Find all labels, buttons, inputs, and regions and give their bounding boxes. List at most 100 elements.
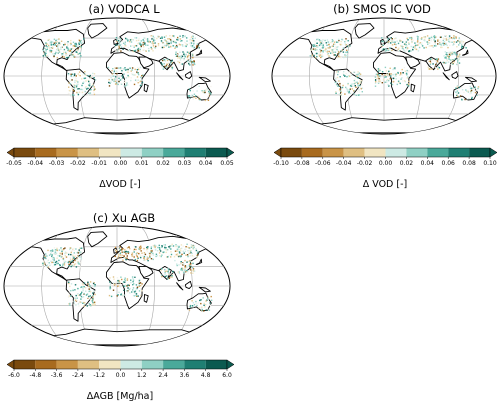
data-pixel [114,255,116,258]
data-pixel [161,36,163,38]
data-pixel [71,56,73,58]
data-pixel [327,52,329,55]
panel-a-title: (a) VODCA L [88,2,160,16]
data-pixel [184,36,186,38]
data-pixel [186,51,189,53]
data-pixel [191,39,193,41]
data-pixel [449,36,452,39]
data-pixel [394,67,396,69]
data-pixel [187,270,190,272]
data-pixel [131,291,133,293]
data-pixel [434,66,436,69]
data-pixel [437,58,440,60]
data-pixel [205,89,207,91]
data-pixel [377,68,380,70]
data-pixel [449,41,451,43]
data-pixel [193,270,196,272]
data-pixel [333,41,336,43]
data-pixel [432,46,434,48]
colorbar-segment [35,360,57,369]
data-pixel [457,55,459,58]
data-pixel [457,58,459,60]
data-pixel [112,289,115,291]
data-pixel [77,255,79,257]
data-pixel [209,303,211,305]
data-pixel [91,300,93,302]
data-pixel [187,255,189,258]
data-pixel [178,264,180,266]
data-pixel [176,38,178,41]
data-pixel [324,47,326,49]
data-pixel [170,248,172,250]
data-pixel [134,49,137,52]
data-pixel [390,37,392,39]
data-pixel [178,246,180,248]
data-pixel [191,300,193,302]
data-pixel [79,256,82,258]
data-pixel [391,44,394,46]
data-pixel [121,78,123,80]
data-pixel [122,259,124,261]
data-pixel [93,89,95,91]
data-pixel [171,274,173,276]
data-pixel [143,255,146,258]
data-pixel [74,297,77,299]
data-pixel [72,45,74,47]
data-pixel [387,38,389,40]
data-pixel [335,77,337,79]
data-pixel [309,55,311,57]
data-pixel [151,35,153,37]
continent-outline [198,76,211,83]
data-pixel [337,38,340,41]
data-pixel [75,45,77,47]
data-pixel [76,49,78,51]
data-pixel [381,82,383,84]
data-pixel [119,41,121,43]
continent-outline [138,265,154,278]
data-pixel [50,47,52,49]
data-pixel [189,249,191,252]
data-pixel [78,42,80,44]
data-pixel [60,40,63,42]
data-pixel [65,52,67,55]
data-pixel [453,37,456,40]
colorbar-extend-max [226,359,235,370]
data-pixel [401,74,403,76]
data-pixel [142,42,144,45]
data-pixel [45,253,47,255]
data-pixel [90,89,92,91]
data-pixel [453,37,455,39]
data-pixel [192,305,194,308]
data-pixel [52,265,54,268]
data-pixel [405,72,408,75]
data-pixel [45,257,47,260]
data-pixel [180,247,183,250]
data-pixel [434,40,436,42]
data-pixel [117,50,119,52]
data-pixel [178,43,181,46]
data-pixel [358,91,361,93]
data-pixel [344,43,347,45]
data-pixel [384,74,386,76]
data-pixel [160,40,163,42]
data-pixel [184,269,186,271]
data-pixel [74,263,77,265]
data-pixel [83,81,85,83]
data-pixel [49,264,51,267]
data-pixel [339,43,342,46]
data-pixel [195,303,197,305]
data-pixel [42,264,44,266]
data-pixel [357,82,360,84]
data-pixel [178,56,180,59]
data-pixel [349,88,351,90]
data-pixel [407,39,409,41]
data-pixel [120,293,123,295]
data-pixel [76,91,78,94]
data-pixel [93,74,95,77]
data-pixel [190,244,193,246]
data-pixel [74,255,76,257]
data-pixel [66,46,68,48]
data-pixel [114,68,116,70]
data-pixel [152,244,155,247]
data-pixel [189,58,191,60]
